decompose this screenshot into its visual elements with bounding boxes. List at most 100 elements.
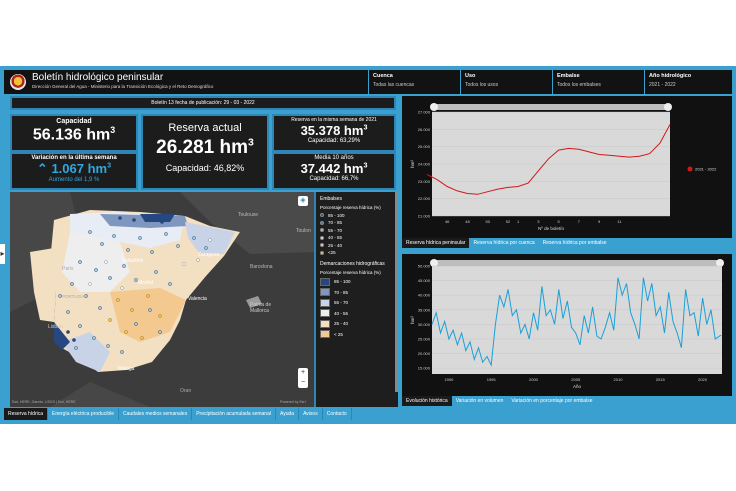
chart-top-tab-1[interactable]: Reserva hídrica por cuenca (473, 240, 535, 246)
filter-uso[interactable]: Uso Todos los usos (460, 70, 552, 94)
top-chart-slider[interactable] (430, 103, 672, 111)
variation-note: Aumento del 1,9 % (48, 177, 100, 183)
app-subtitle: Dirección General del Agua - Ministerio … (32, 84, 214, 89)
filter-ano-hidrologico[interactable]: Año hidrológico 2021 - 2022 (644, 70, 732, 94)
legend-embalse-label: 85 - 100 (328, 212, 345, 218)
bottom-tab-4[interactable]: Ayuda (276, 408, 300, 420)
top-slider-start-handle[interactable] (430, 103, 438, 111)
reservoir-map[interactable]: Toulouse Toulon Valladolid Zaragoza Barc… (10, 192, 314, 407)
x-tick-label: 52 (506, 219, 511, 224)
legend-embalse-item: <25 (320, 250, 394, 255)
x-tick-label: 2005 (571, 377, 581, 382)
layers-icon[interactable]: ◈ (298, 196, 308, 206)
map-label-zaragoza: Zaragoza (198, 252, 220, 258)
map-label-barcelona: Barcelona (250, 264, 273, 270)
y-tick-label: 35.000 (418, 307, 431, 312)
zoom-in-icon[interactable]: + (300, 369, 306, 376)
top-chart-svg: 21.000 22.000 23.000 24.000 25.000 26.000 27.0… (410, 110, 717, 232)
plot-area (432, 266, 722, 374)
map-label-malaga: Málaga (118, 366, 135, 372)
bottom-tab-0[interactable]: Reserva hídrica (4, 408, 49, 420)
chart-bottom-tab-0[interactable]: Evolución histórica (402, 396, 452, 406)
filter-cuenca[interactable]: Cuenca Todas las cuencas (368, 70, 460, 94)
bottom-slider-end-handle[interactable] (716, 259, 724, 267)
legend-demarcacion-item: < 25 (320, 330, 394, 338)
x-tick-label: 2020 (698, 377, 708, 382)
legend-embalse-label: 70 - 85 (328, 220, 343, 225)
legend-embalse-label: 55 - 70 (328, 227, 343, 233)
legend-demarcacion-label: 40 - 55 (334, 310, 349, 316)
map-legend: Embalses Porcentaje reserva hídrica (%) … (314, 192, 398, 407)
bottom-chart-slider[interactable] (430, 259, 724, 267)
x-tick-label: 1995 (487, 377, 497, 382)
x-tick-label: 5 (557, 219, 560, 224)
top-slider-end-handle[interactable] (664, 103, 672, 111)
legend-demarcacion-label: 70 - 85 (334, 289, 349, 295)
legend-embalse-item: 55 - 70 (320, 228, 394, 233)
app-header: Boletín hidrológico peninsular Dirección… (4, 70, 732, 94)
x-tick-label: 48 (465, 219, 470, 224)
app-title: Boletín hidrológico peninsular (32, 72, 164, 83)
x-tick-label: 7 (578, 219, 581, 224)
reserve-value: 26.281 hm3 (156, 137, 254, 158)
legend-embalse-swatch (320, 243, 324, 247)
legend-demarcacion-swatch (320, 288, 330, 296)
chart-bottom-tab-1[interactable]: Variación en volumen (455, 398, 504, 404)
legend-demarcacion-label: 25 - 40 (334, 321, 349, 326)
bottom-tab-2[interactable]: Caudales medios semanales (119, 408, 193, 420)
last-year-value: 35.378 hm3 (300, 123, 368, 138)
legend-embalse-swatch (320, 250, 324, 255)
chart-bottom-tab-2[interactable]: Variación en porcentaje por embalse (511, 398, 593, 404)
y-tick-label: 22.000 (418, 196, 431, 201)
legend-embalse-item: 85 - 100 (320, 213, 394, 218)
bottom-chart-panel: 15.000 20.000 25.000 30.000 35.000 40.000 45.0… (402, 254, 732, 396)
avg10-value: 37.442 hm3 (300, 161, 368, 176)
x-tick-label: 2010 (614, 377, 624, 382)
y-axis-label: hm³ (410, 316, 415, 324)
legend-embalse-label: 40 - 55 (328, 235, 343, 240)
x-tick-label: 1990 (444, 377, 454, 382)
chart-top-tab-0[interactable]: Reserva hídrica peninsular (402, 238, 470, 248)
legend-embalses-subtitle: Porcentaje reserva hídrica (%) (320, 205, 381, 210)
y-tick-label: 40.000 (418, 293, 431, 298)
legend-embalse-item: 70 - 85 (320, 220, 394, 225)
y-tick-label: 20.000 (418, 351, 431, 356)
zoom-out-icon[interactable]: − (300, 379, 306, 386)
capacity-label: Capacidad (56, 118, 92, 125)
legend-embalse-label: 25 - 40 (328, 242, 343, 248)
legend-embalses-title: Embalses (320, 196, 342, 202)
legend-demarcacion-swatch (320, 309, 330, 317)
map-label-valladolid: Valladolid (122, 258, 144, 264)
avg10-label: Media 10 años (314, 155, 354, 161)
bottom-slider-start-handle[interactable] (430, 259, 438, 267)
y-tick-label: 50.000 (418, 264, 431, 269)
legend-scrollbar[interactable] (395, 192, 398, 392)
y-tick-label: 25.000 (418, 144, 431, 149)
y-tick-label: 26.000 (418, 127, 431, 132)
y-tick-label: 30.000 (418, 322, 431, 327)
x-tick-label: 11 (617, 219, 622, 224)
legend-demarcacion-swatch (320, 298, 330, 307)
legend-demarcacion-label: 55 - 70 (334, 300, 349, 305)
chart-top-tab-2[interactable]: Reserva hídrica por embalse (542, 240, 607, 246)
map-attribution: Esri, HERE, Garmin, USGS | Esri, HERE (12, 400, 76, 404)
bottom-tab-1[interactable]: Energía eléctrica producible (48, 408, 119, 420)
bottom-tab-3[interactable]: Precipitación acumulada semanal (192, 408, 276, 420)
reserve-capacity: Capacidad: 46,82% (165, 163, 245, 173)
legend-demarcacion-item: 70 - 85 (320, 288, 394, 296)
legend-demarcacion-item: 25 - 40 (320, 319, 394, 328)
avg10-capacity: Capacidad: 66,7% (309, 176, 359, 182)
y-tick-label: 23.000 (418, 179, 431, 184)
map-label-portugal: PORTUGAL (62, 294, 87, 299)
legend-demarcacion-item: 85 - 100 (320, 277, 394, 286)
map-label-paris: Paris (62, 266, 74, 272)
capacity-card: Capacidad 56.136 hm3 (10, 114, 138, 152)
legend-demarcacion-item: 55 - 70 (320, 298, 394, 307)
side-panel-arrow-icon[interactable]: ▸ (0, 244, 5, 264)
bottom-chart-tabs: Evolución histórica Variación en volumen V… (402, 396, 732, 408)
map-label-palma: Palma de Mallorca (250, 302, 272, 314)
filter-embalse[interactable]: Embalse Todos los embalses (552, 70, 644, 94)
top-chart-tabs: Reserva hídrica peninsular Reserva hídric… (402, 238, 732, 250)
bottom-tab-6[interactable]: Contacto (323, 408, 352, 420)
bottom-tab-5[interactable]: Avisos (299, 408, 323, 420)
